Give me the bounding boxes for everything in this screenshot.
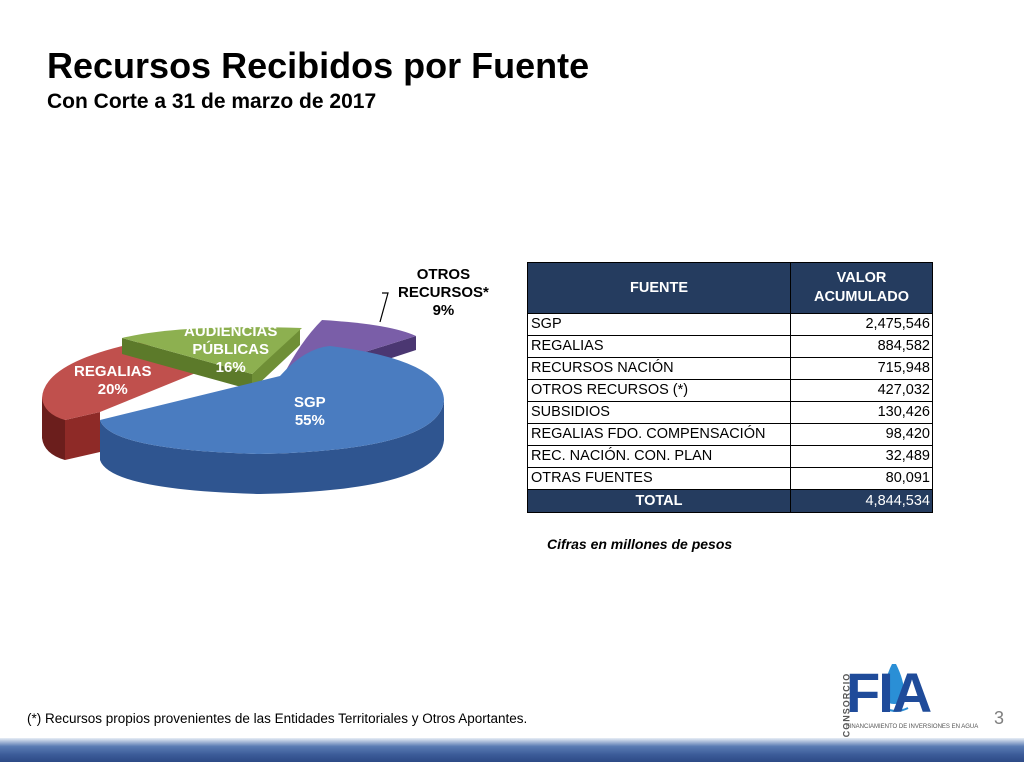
cell-valor: 884,582 — [790, 335, 933, 358]
cell-fuente: OTROS RECURSOS (*) — [527, 379, 791, 402]
cell-valor: 98,420 — [790, 423, 933, 446]
pie-label-regalias: REGALIAS 20% — [74, 363, 152, 398]
table-row: RECURSOS NACIÓN 715,948 — [527, 357, 933, 380]
footnote: (*) Recursos propios provenientes de las… — [27, 711, 528, 726]
logo-tagline: FINANCIAMIENTO DE INVERSIONES EN AGUA — [846, 724, 979, 730]
pie-chart — [42, 292, 444, 494]
cell-valor: 2,475,546 — [790, 313, 933, 336]
pie-slice-audiencias — [122, 327, 302, 390]
cell-fuente: REC. NACIÓN. CON. PLAN — [527, 445, 791, 468]
column-header-fuente: FUENTE — [527, 262, 791, 314]
cell-valor: 80,091 — [790, 467, 933, 490]
cell-fuente: REGALIAS — [527, 335, 791, 358]
units-note: Cifras en millones de pesos — [547, 536, 733, 552]
cell-fuente: RECURSOS NACIÓN — [527, 357, 791, 380]
consorcio-fia-logo — [883, 664, 909, 712]
table-row: OTRAS FUENTES 80,091 — [527, 467, 933, 490]
cell-fuente: REGALIAS FDO. COMPENSACIÓN — [527, 423, 791, 446]
table-row: SUBSIDIOS 130,426 — [527, 401, 933, 424]
table-row: SGP 2,475,546 — [527, 313, 933, 336]
cell-valor: 32,489 — [790, 445, 933, 468]
pie-label-audiencias: AUDIENCIAS PÚBLICAS 16% — [184, 323, 278, 376]
table-header-row: FUENTE VALOR ACUMULADO — [527, 262, 933, 314]
pie-slice-sgp — [100, 346, 444, 494]
cell-valor: 715,948 — [790, 357, 933, 380]
logo-wordmark: FIA — [846, 661, 932, 724]
sources-table: FUENTE VALOR ACUMULADO SGP 2,475,546 REGAL… — [527, 262, 933, 513]
table-row: REGALIAS FDO. COMPENSACIÓN 98,420 — [527, 423, 933, 446]
page-subtitle: Con Corte a 31 de marzo de 2017 — [47, 90, 377, 113]
cell-fuente: SUBSIDIOS — [527, 401, 791, 424]
cell-valor: 130,426 — [790, 401, 933, 424]
page-number: 3 — [994, 708, 1005, 728]
page-title: Recursos Recibidos por Fuente — [47, 45, 590, 86]
total-value: 4,844,534 — [790, 489, 933, 513]
cell-fuente: OTRAS FUENTES — [527, 467, 791, 490]
bottom-bar — [0, 738, 1024, 762]
pie-label-otros: OTROS RECURSOS* 9% — [398, 266, 489, 319]
table-total-row: TOTAL 4,844,534 — [527, 489, 933, 513]
pie-label-sgp: SGP 55% — [294, 394, 326, 429]
column-header-valor: VALOR ACUMULADO — [790, 262, 933, 314]
table-row: REGALIAS 884,582 — [527, 335, 933, 358]
cell-fuente: SGP — [527, 313, 791, 336]
table-row: REC. NACIÓN. CON. PLAN 32,489 — [527, 445, 933, 468]
table-row: OTROS RECURSOS (*) 427,032 — [527, 379, 933, 402]
total-label: TOTAL — [527, 489, 791, 513]
cell-valor: 427,032 — [790, 379, 933, 402]
